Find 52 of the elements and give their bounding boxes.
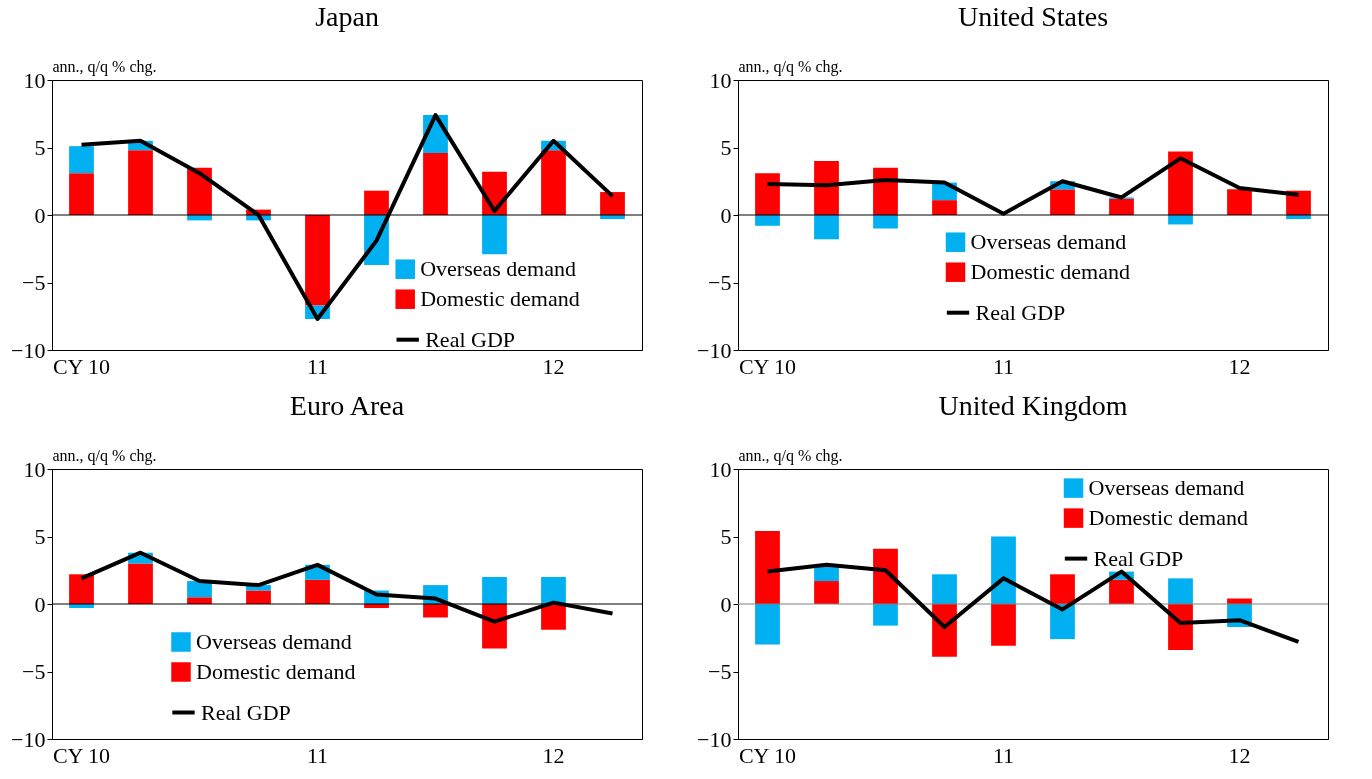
y-tick-label: 10 (709, 456, 732, 482)
y-tick-label: 5 (720, 135, 732, 160)
y-tick-label: 10 (23, 67, 46, 93)
legend-label: Overseas demand (420, 256, 576, 282)
x-tick-label: 11 (306, 353, 329, 379)
legend-label: Domestic demand (420, 286, 580, 312)
chart-title: United Kingdom (938, 390, 1128, 421)
y-tick-label: 0 (720, 202, 732, 228)
y-tick-label: 10 (23, 456, 46, 482)
y-axis-title: ann., q/q % chg. (52, 446, 157, 465)
chart-title: Japan (315, 1, 379, 32)
x-tick-label: 12 (542, 742, 565, 768)
legend-label: Overseas demand (970, 229, 1127, 255)
y-tick-label: −10 (697, 337, 732, 363)
x-tick-label: CY 10 (738, 353, 797, 379)
y-tick-label: 5 (34, 135, 46, 160)
chart-title: Euro Area (289, 390, 405, 421)
legend-label: Real GDP (1093, 545, 1184, 571)
y-tick-label: 0 (720, 591, 732, 617)
legend-label: Real GDP (975, 299, 1066, 325)
legend-label: Overseas demand (1088, 475, 1245, 501)
x-tick-label: 12 (1228, 353, 1251, 379)
y-axis-title: ann., q/q % chg. (52, 57, 157, 76)
y-tick-label: −10 (697, 726, 732, 752)
x-tick-label: CY 10 (52, 742, 111, 768)
chart-title: United States (957, 1, 1109, 32)
y-axis-title: ann., q/q % chg. (738, 57, 843, 76)
legend-label: Domestic demand (1088, 505, 1248, 531)
x-tick-label: CY 10 (738, 742, 797, 768)
y-tick-label: −10 (11, 726, 46, 752)
legend-label: Domestic demand (970, 259, 1130, 285)
y-axis-title: ann., q/q % chg. (738, 446, 843, 465)
x-tick-label: 11 (992, 742, 1015, 768)
y-tick-label: 10 (709, 67, 732, 93)
y-tick-label: 5 (34, 524, 46, 549)
y-tick-label: 0 (34, 591, 46, 617)
y-tick-label: 5 (720, 524, 732, 549)
legend-label: Overseas demand (196, 629, 352, 654)
legend-label: Domestic demand (196, 659, 356, 684)
x-tick-label: 11 (306, 742, 329, 768)
x-tick-label: 12 (1228, 742, 1251, 768)
x-tick-label: CY 10 (52, 353, 111, 379)
y-tick-label: −5 (708, 659, 732, 684)
y-tick-label: −5 (22, 659, 46, 684)
y-tick-label: −5 (708, 270, 732, 295)
y-tick-label: 0 (34, 202, 46, 228)
x-tick-label: 11 (992, 353, 1015, 379)
legend-label: Real GDP (425, 326, 516, 352)
legend-label: Real GDP (201, 699, 291, 725)
x-tick-label: 12 (542, 353, 565, 379)
y-tick-label: −5 (22, 270, 46, 295)
y-tick-label: −10 (11, 337, 46, 363)
